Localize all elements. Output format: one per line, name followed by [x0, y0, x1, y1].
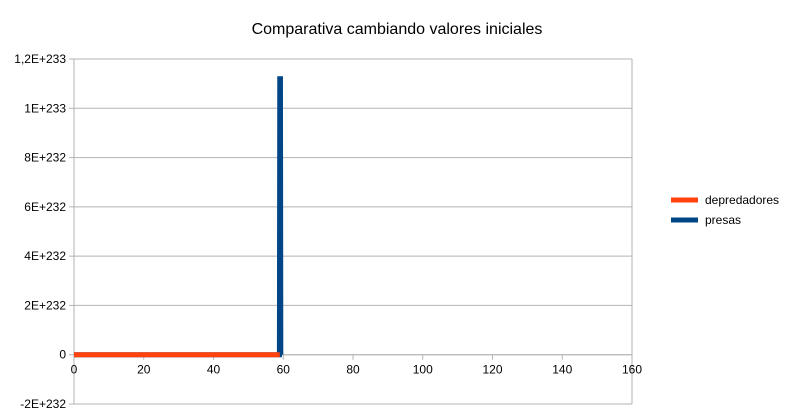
y-tick-label: -2E+232	[20, 397, 66, 411]
x-tick-label: 140	[552, 363, 572, 377]
x-tick-label: 160	[622, 363, 642, 377]
y-tick-label: 0	[59, 348, 66, 362]
legend-label-depredadores: depredadores	[705, 193, 779, 207]
legend-label-presas: presas	[705, 213, 741, 227]
x-tick-label: 120	[482, 363, 502, 377]
x-tick-label: 0	[71, 363, 78, 377]
series-layer	[74, 76, 284, 358]
y-tick-label: 4E+232	[24, 249, 66, 263]
y-tick-label: 2E+232	[24, 298, 66, 312]
x-tick-label: 100	[413, 363, 433, 377]
x-axis-ticks: 0 20 40 60 80 100 120 140 160	[71, 354, 642, 377]
y-tick-label: 1,2E+233	[14, 52, 66, 66]
y-axis-ticks: 1,2E+233 1E+233 8E+232 6E+232 4E+232 2E+232 0 -…	[14, 52, 74, 411]
legend: depredadores presas	[671, 193, 779, 227]
x-tick-label: 40	[207, 363, 221, 377]
y-tick-label: 8E+232	[24, 151, 66, 165]
plot-area	[74, 59, 632, 404]
y-tick-label: 6E+232	[24, 200, 66, 214]
x-tick-label: 60	[277, 363, 291, 377]
chart-title: Comparativa cambiando valores iniciales	[252, 21, 543, 38]
x-tick-label: 20	[137, 363, 151, 377]
x-tick-label: 80	[346, 363, 360, 377]
y-tick-label: 1E+233	[24, 101, 66, 115]
